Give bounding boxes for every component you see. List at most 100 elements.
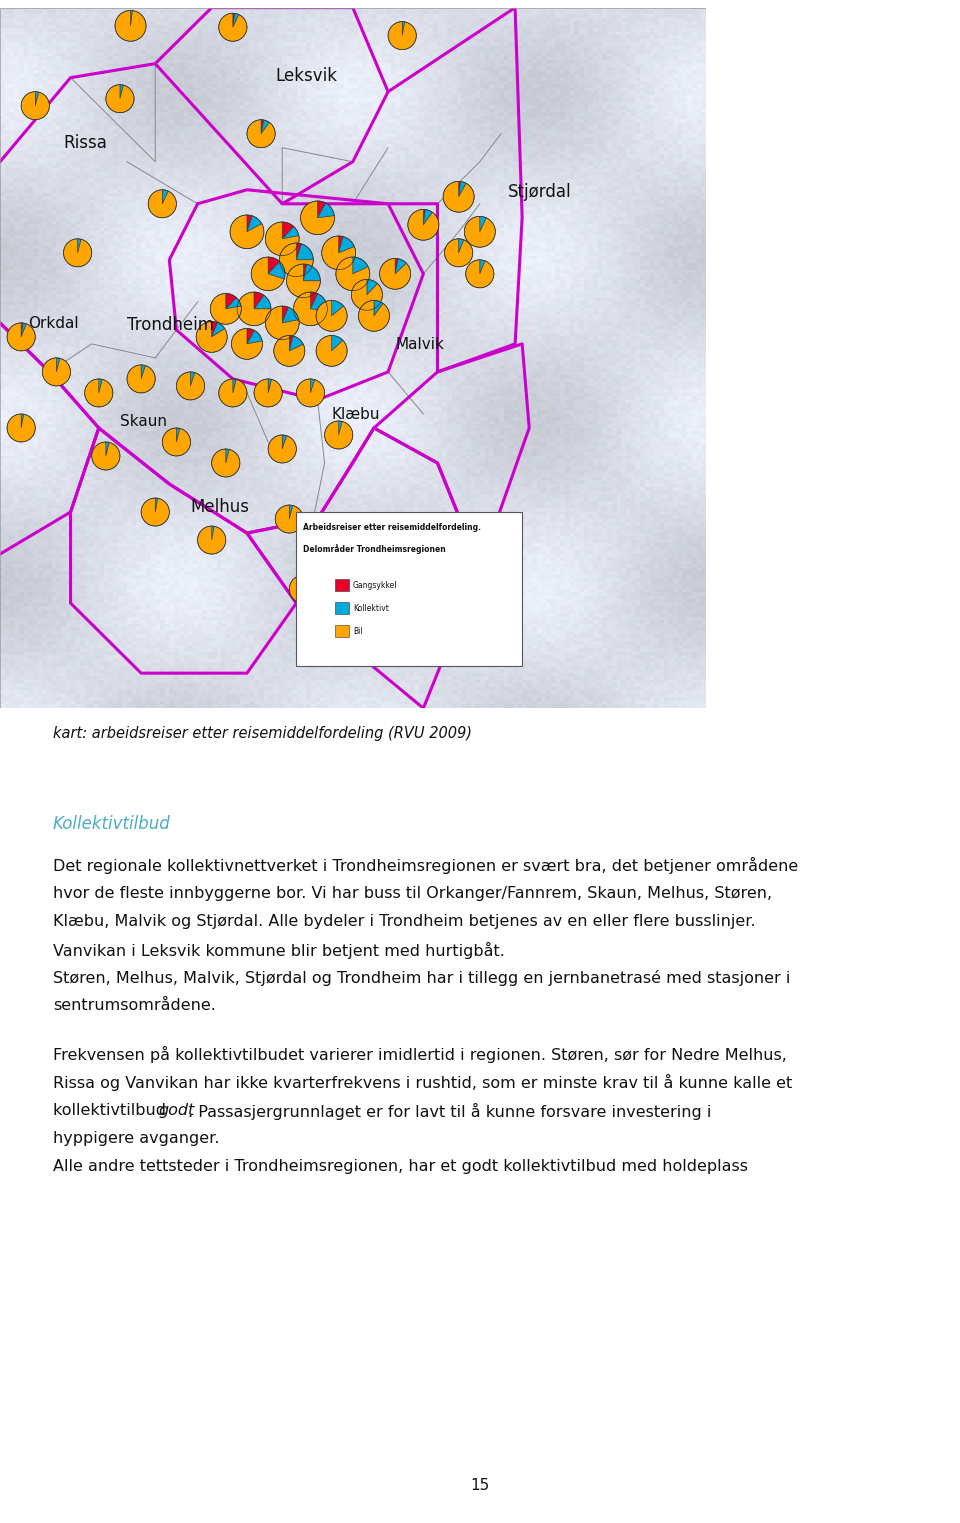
Wedge shape (297, 244, 301, 260)
Wedge shape (339, 236, 343, 253)
Text: Alle andre tettsteder i Trondheimsregionen, har et godt kollektivtilbud med hold: Alle andre tettsteder i Trondheimsregion… (53, 1159, 748, 1174)
Text: Kollektivtilbud: Kollektivtilbud (53, 815, 171, 833)
Wedge shape (21, 323, 23, 337)
Wedge shape (303, 576, 305, 589)
Wedge shape (141, 366, 146, 379)
Text: Rissa og Vanvikan har ikke kvarterfrekvens i rushtid, som er minste krav til å k: Rissa og Vanvikan har ikke kvarterfrekve… (53, 1074, 792, 1092)
Wedge shape (282, 227, 299, 239)
Wedge shape (141, 498, 169, 525)
Wedge shape (78, 239, 82, 253)
Wedge shape (226, 449, 229, 463)
Text: Støren, Melhus, Malvik, Stjørdal og Trondheim har i tillegg en jernbanetrasé med: Støren, Melhus, Malvik, Stjørdal og Tron… (53, 970, 790, 987)
Wedge shape (268, 436, 297, 463)
Wedge shape (106, 442, 109, 455)
Wedge shape (279, 244, 313, 277)
Wedge shape (322, 236, 355, 270)
Text: Bil: Bil (353, 627, 363, 637)
Wedge shape (261, 120, 264, 134)
Wedge shape (303, 576, 308, 589)
Wedge shape (106, 85, 134, 113)
Wedge shape (289, 506, 293, 519)
Wedge shape (177, 428, 180, 442)
Wedge shape (388, 21, 417, 50)
Wedge shape (358, 300, 390, 332)
Wedge shape (459, 239, 464, 253)
Wedge shape (318, 203, 334, 218)
Wedge shape (237, 292, 271, 326)
Wedge shape (282, 306, 288, 323)
FancyBboxPatch shape (297, 512, 522, 666)
Wedge shape (423, 210, 433, 225)
Wedge shape (211, 321, 217, 337)
Text: Klæbu, Malvik og Stjørdal. Alle bydeler i Trondheim betjenes av en eller flere b: Klæbu, Malvik og Stjørdal. Alle bydeler … (53, 914, 756, 929)
Wedge shape (396, 259, 406, 274)
Wedge shape (299, 564, 329, 594)
Wedge shape (402, 21, 405, 35)
Wedge shape (247, 215, 252, 231)
Wedge shape (212, 449, 240, 477)
Wedge shape (254, 379, 282, 407)
Wedge shape (57, 358, 60, 372)
Wedge shape (247, 329, 254, 344)
Wedge shape (162, 190, 168, 204)
Wedge shape (444, 239, 472, 267)
Wedge shape (233, 14, 234, 27)
Wedge shape (233, 379, 236, 393)
Wedge shape (7, 323, 36, 350)
Wedge shape (318, 201, 325, 218)
Wedge shape (289, 576, 318, 603)
Text: Leksvik: Leksvik (276, 67, 337, 85)
Wedge shape (196, 321, 228, 352)
Wedge shape (289, 335, 293, 350)
Text: hvor de fleste innbyggerne bor. Vi har buss til Orkanger/Fannrem, Skaun, Melhus,: hvor de fleste innbyggerne bor. Vi har b… (53, 886, 772, 900)
Text: Delområder Trondheimsregionen: Delområder Trondheimsregionen (303, 544, 446, 553)
Wedge shape (254, 292, 264, 309)
Wedge shape (465, 216, 495, 247)
Wedge shape (162, 428, 190, 455)
Wedge shape (156, 498, 157, 512)
Wedge shape (331, 335, 343, 350)
Wedge shape (316, 300, 348, 332)
Wedge shape (396, 259, 398, 274)
Text: Gangsykkel: Gangsykkel (353, 582, 397, 589)
Wedge shape (294, 292, 327, 326)
Wedge shape (303, 263, 306, 280)
Wedge shape (210, 294, 241, 324)
Wedge shape (274, 335, 305, 367)
Text: Midtre Gauldal: Midtre Gauldal (367, 554, 479, 570)
Wedge shape (286, 263, 321, 297)
Wedge shape (219, 379, 247, 407)
Wedge shape (480, 260, 485, 274)
Wedge shape (190, 372, 195, 385)
Wedge shape (63, 239, 92, 267)
Wedge shape (268, 257, 279, 274)
Wedge shape (21, 414, 24, 428)
Wedge shape (324, 420, 352, 449)
Text: Det regionale kollektivnettverket i Trondheimsregionen er svært bra, det betjene: Det regionale kollektivnettverket i Tron… (53, 857, 798, 874)
Wedge shape (310, 294, 327, 311)
Wedge shape (265, 222, 300, 256)
Wedge shape (7, 414, 36, 442)
Wedge shape (84, 379, 113, 407)
Wedge shape (226, 294, 236, 309)
Text: 15: 15 (470, 1477, 490, 1493)
Wedge shape (21, 91, 49, 120)
Wedge shape (444, 181, 474, 212)
Wedge shape (247, 330, 262, 344)
Wedge shape (99, 379, 103, 393)
Wedge shape (261, 120, 270, 134)
Wedge shape (177, 372, 204, 401)
Wedge shape (247, 120, 276, 148)
Wedge shape (466, 260, 493, 288)
Wedge shape (233, 14, 239, 27)
Wedge shape (310, 292, 318, 309)
Text: Vanvikan i Leksvik kommune blir betjent med hurtigbåt.: Vanvikan i Leksvik kommune blir betjent … (53, 941, 505, 959)
Text: Arbeidsreiser etter reisemiddelfordeling.: Arbeidsreiser etter reisemiddelfordeling… (303, 522, 481, 532)
Wedge shape (148, 190, 177, 218)
Wedge shape (297, 379, 324, 407)
Wedge shape (459, 181, 467, 196)
Wedge shape (282, 222, 294, 239)
Text: sentrumsområdene.: sentrumsområdene. (53, 999, 216, 1013)
Bar (335, 579, 349, 591)
Wedge shape (252, 257, 284, 291)
